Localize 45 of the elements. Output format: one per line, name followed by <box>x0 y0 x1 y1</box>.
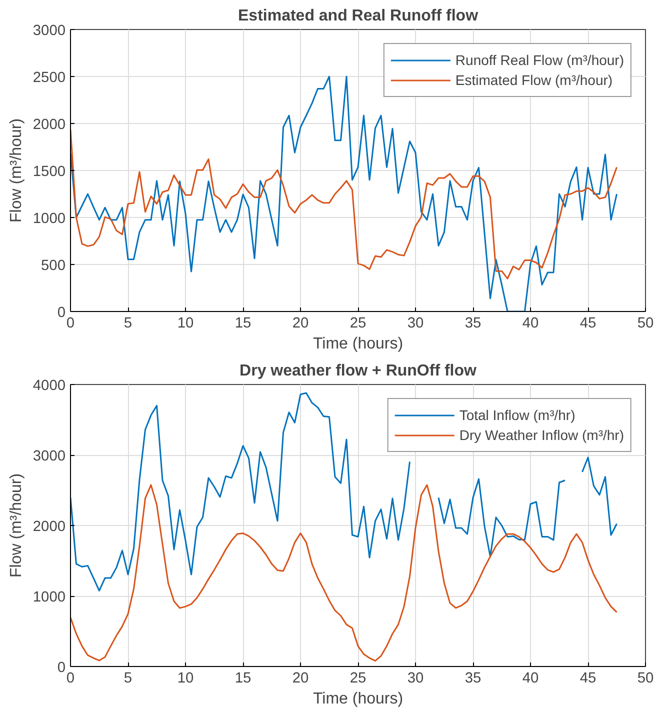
x-tick-label: 35 <box>464 316 482 332</box>
y-tick-label: 0 <box>57 305 66 321</box>
x-tick-label: 10 <box>177 670 194 686</box>
y-tick-label: 2000 <box>32 519 66 535</box>
x-tick-label: 5 <box>124 670 132 686</box>
x-tick-label: 45 <box>580 670 596 686</box>
x-tick-label: 15 <box>234 316 252 332</box>
x-tick-label: 15 <box>234 670 252 686</box>
x-tick-label: 5 <box>124 316 132 332</box>
y-tick-label: 4000 <box>32 378 66 394</box>
y-tick-label: 2500 <box>32 70 66 86</box>
x-tick-label: 10 <box>177 316 194 332</box>
x-tick-label: 40 <box>522 670 539 686</box>
x-tick-label: 25 <box>350 670 366 686</box>
x-tick-label: 30 <box>407 670 424 686</box>
x-tick-label: 30 <box>407 316 424 332</box>
legend-label: Total Inflow (m³/hr) <box>459 407 576 423</box>
y-tick-label: 1000 <box>32 211 66 227</box>
y-axis-title: Flow (m³/hour) <box>8 118 25 223</box>
legend-label: Dry Weather Inflow (m³/hr) <box>459 427 624 443</box>
line-series <box>70 484 618 662</box>
x-tick-label: 20 <box>292 316 309 332</box>
legend-label: Runoff Real Flow (m³/hour) <box>455 52 624 68</box>
y-tick-label: 1500 <box>32 164 66 180</box>
y-tick-label: 0 <box>57 660 66 676</box>
y-tick-label: 3000 <box>32 448 66 464</box>
legend-label: Estimated Flow (m³/hour) <box>455 72 613 88</box>
y-tick-label: 500 <box>41 258 66 274</box>
line-series <box>70 128 618 280</box>
x-tick-label: 50 <box>637 670 654 686</box>
y-axis-title: Flow (m³/hour) <box>8 473 25 578</box>
x-tick-label: 35 <box>464 670 482 686</box>
chart-title: Estimated and Real Runoff flow <box>238 8 479 24</box>
chart-title: Dry weather flow + RunOff flow <box>240 362 478 380</box>
x-tick-label: 20 <box>292 670 309 686</box>
y-tick-label: 2000 <box>32 117 66 133</box>
x-tick-label: 50 <box>637 316 654 332</box>
x-axis-title: Time (hours) <box>312 690 404 708</box>
x-tick-label: 25 <box>350 316 366 332</box>
x-axis-title: Time (hours) <box>312 336 404 352</box>
line-series <box>70 76 618 312</box>
y-tick-label: 3000 <box>32 23 66 39</box>
x-tick-label: 40 <box>522 316 539 332</box>
y-tick-label: 1000 <box>32 590 66 606</box>
x-tick-label: 45 <box>580 316 596 332</box>
